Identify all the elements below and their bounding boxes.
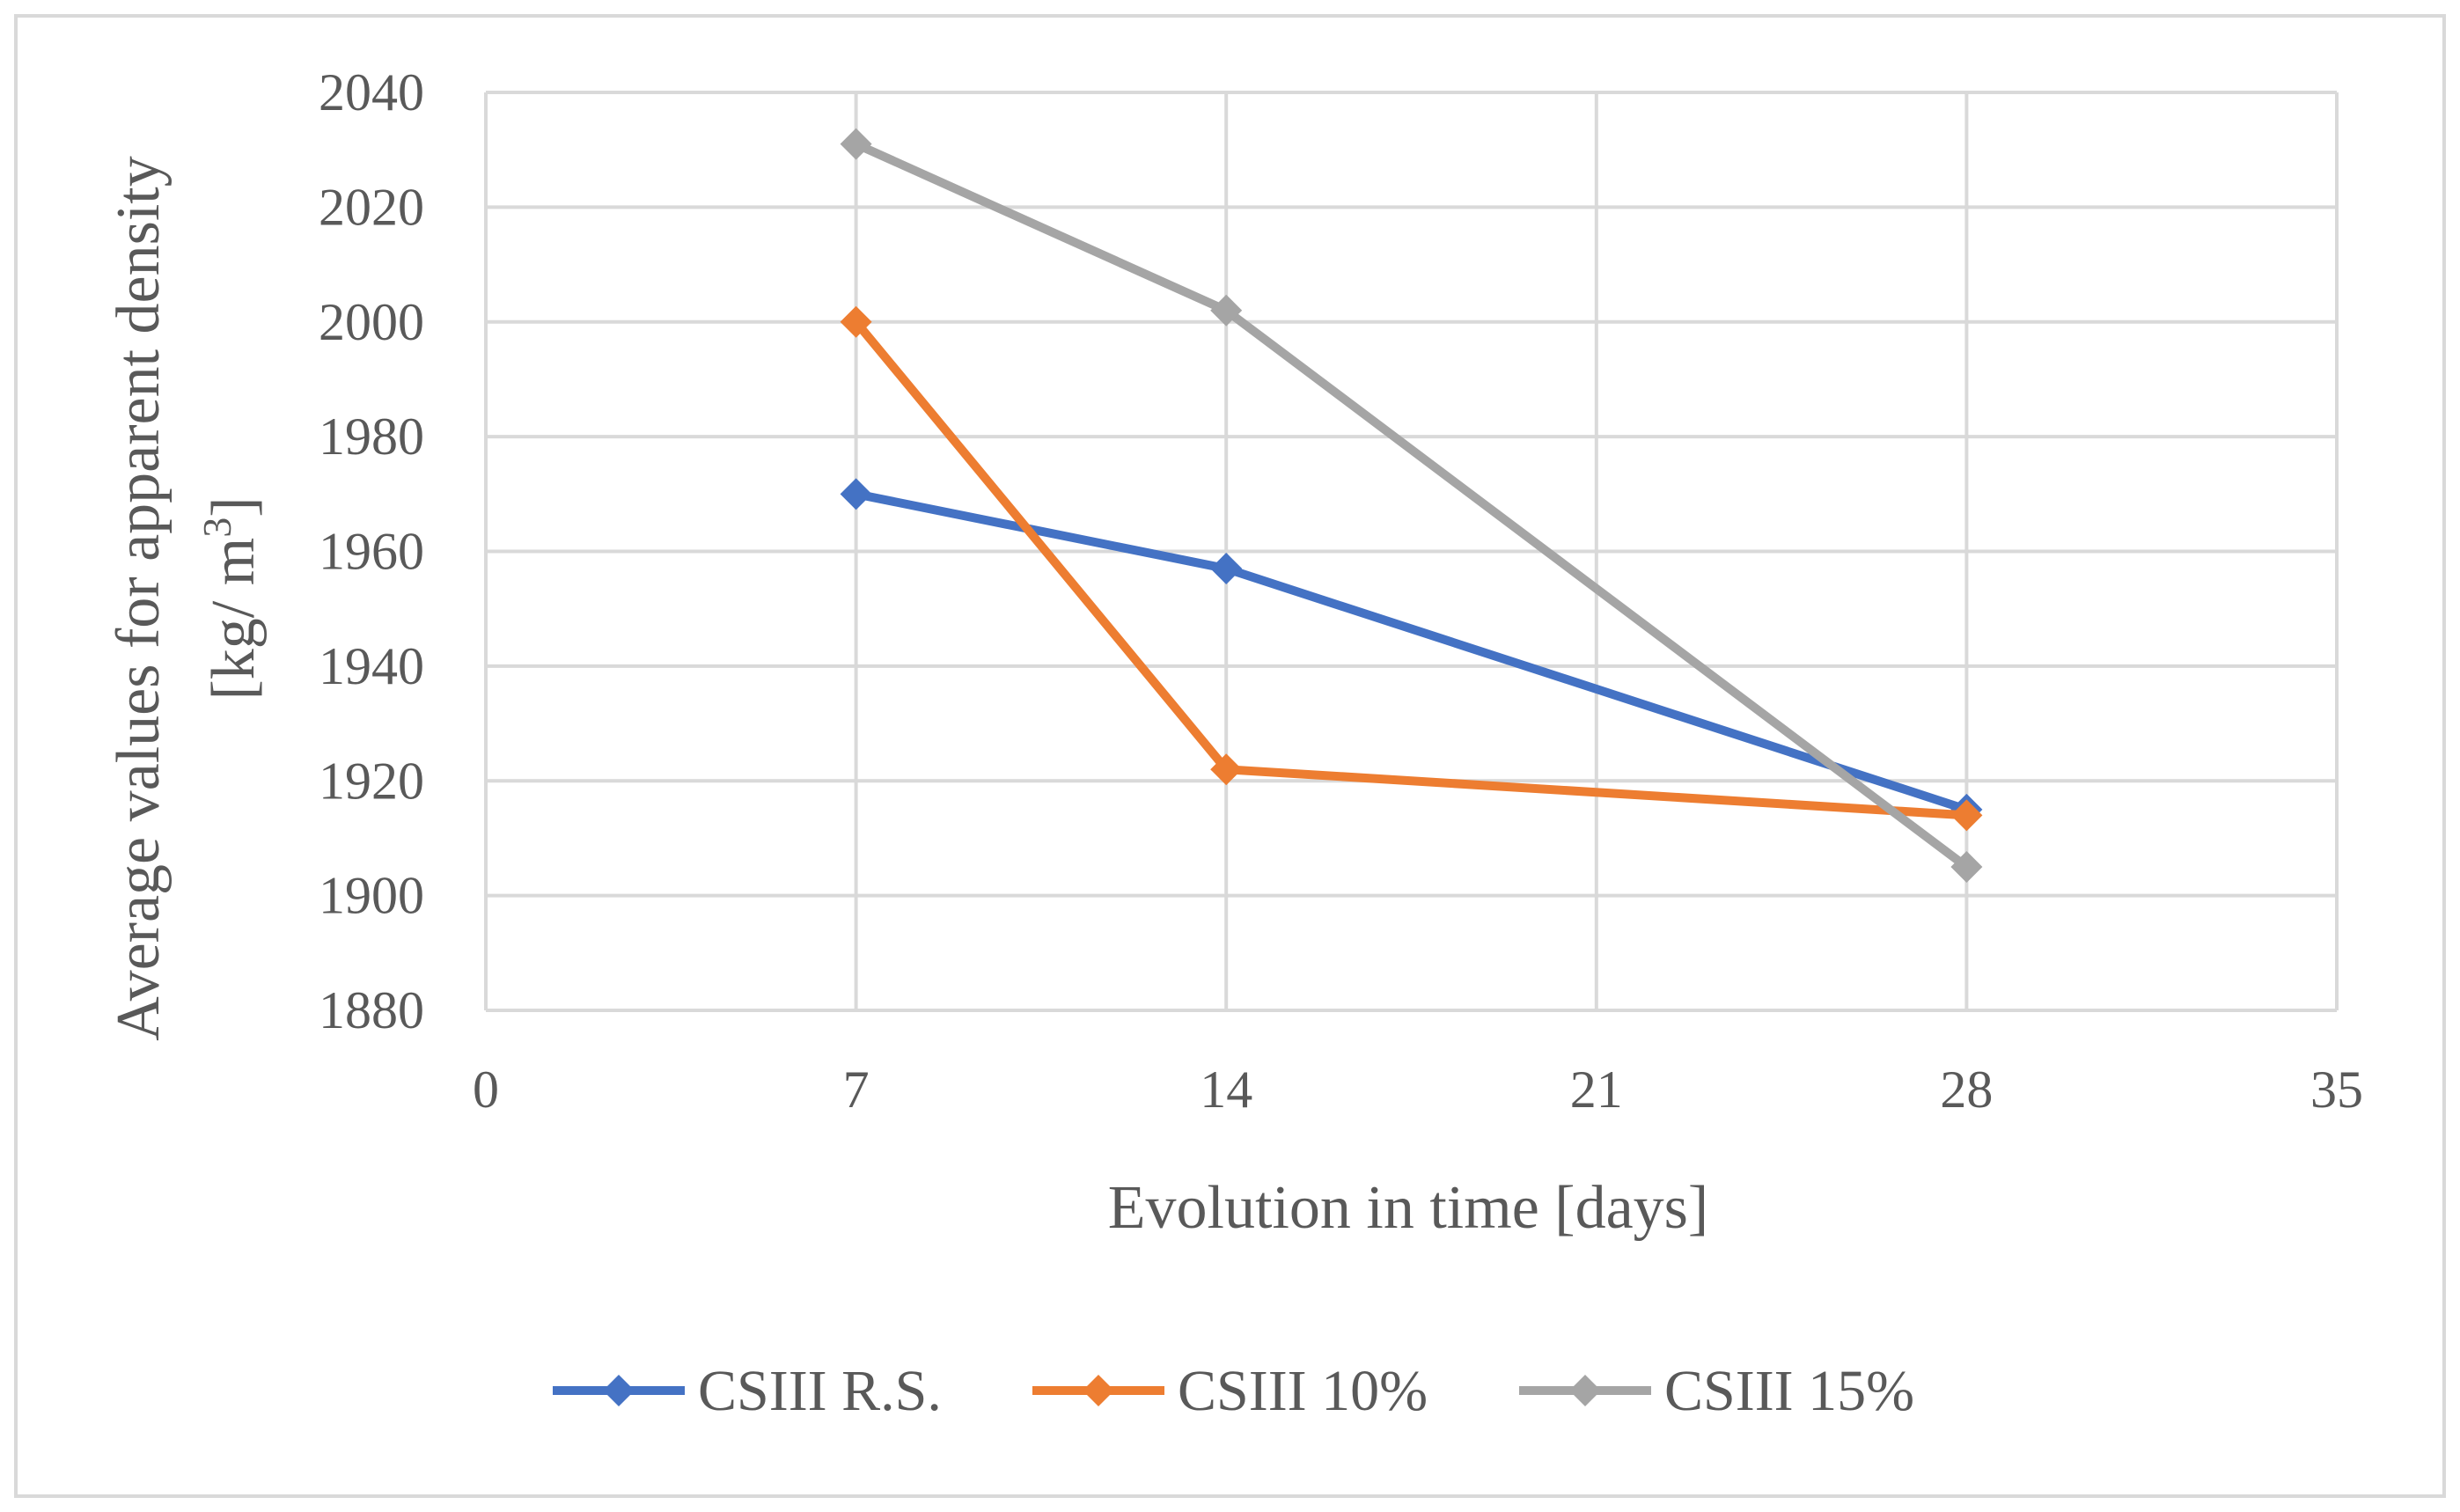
y-tick-label-1900: 1900: [319, 867, 424, 925]
x-tick-label-7: 7: [843, 1061, 870, 1119]
y-axis-title-sup: 3: [195, 517, 239, 538]
y-axis-title-line1: Average values for apparent density: [105, 156, 173, 1041]
y-axis-title: Average values for apparent density [kg/…: [105, 156, 268, 1041]
svg-text:Average values for apparent de: Average values for apparent density: [105, 156, 173, 1041]
legend-label-csiii-15: CSIII 15%: [1664, 1359, 1914, 1423]
series: [840, 128, 1983, 884]
legend-swatch-marker: [1569, 1375, 1601, 1406]
legend: CSIII R.S. CSIII 10% CSIII 15%: [553, 1359, 1914, 1423]
svg-text:[kg/ m3]: [kg/ m3]: [195, 496, 268, 700]
x-tick-label-0: 0: [473, 1061, 499, 1119]
x-tick-label-28: 28: [1940, 1061, 1993, 1119]
legend-item-csiii-15: CSIII 15%: [1519, 1359, 1914, 1423]
y-tick-label-1880: 1880: [319, 981, 424, 1039]
legend-item-csiii-r-s: CSIII R.S.: [553, 1359, 942, 1423]
data-point-csiii-r-s-7: [840, 478, 872, 510]
y-tick-label-1980: 1980: [319, 407, 424, 466]
legend-label-csiii-r-s: CSIII R.S.: [698, 1359, 942, 1423]
y-tick-label-1940: 1940: [319, 637, 424, 695]
y-tick-label-2000: 2000: [319, 293, 424, 351]
series-csiii-10: [840, 305, 1983, 832]
x-tick-label-35: 35: [2310, 1061, 2363, 1119]
tick-labels: 1880 1900 1920 1940 1960 1980 2000 2020 2040 0 7 14…: [319, 63, 2363, 1119]
y-tick-label-1920: 1920: [319, 752, 424, 810]
legend-label-csiii-10: CSIII 10%: [1178, 1359, 1428, 1423]
x-axis-title: Evolution in time [days]: [1108, 1174, 1708, 1242]
series-csiii-15: [840, 128, 1983, 884]
x-tick-label-14: 14: [1200, 1061, 1252, 1119]
x-tick-label-21: 21: [1570, 1061, 1623, 1119]
data-point-csiii-10-28: [1950, 799, 1983, 832]
y-tick-label-2020: 2020: [319, 178, 424, 236]
data-point-csiii-r-s-14: [1210, 553, 1243, 585]
y-axis-title-line2-suffix: ]: [200, 496, 268, 517]
grid: [484, 91, 2339, 1012]
legend-item-csiii-10: CSIII 10%: [1032, 1359, 1428, 1423]
data-point-csiii-15-14: [1210, 294, 1243, 327]
chart-border: [14, 14, 2446, 1498]
y-tick-label-2040: 2040: [319, 63, 424, 121]
y-tick-label-1960: 1960: [319, 523, 424, 581]
data-point-csiii-15-28: [1950, 851, 1983, 884]
data-point-csiii-10-7: [840, 305, 872, 338]
y-axis-title-line2-prefix: [kg/ m: [200, 538, 268, 701]
data-point-csiii-10-14: [1210, 753, 1243, 786]
legend-swatch-marker: [603, 1375, 635, 1406]
legend-swatch-marker: [1083, 1375, 1114, 1406]
data-point-csiii-15-7: [840, 128, 872, 160]
